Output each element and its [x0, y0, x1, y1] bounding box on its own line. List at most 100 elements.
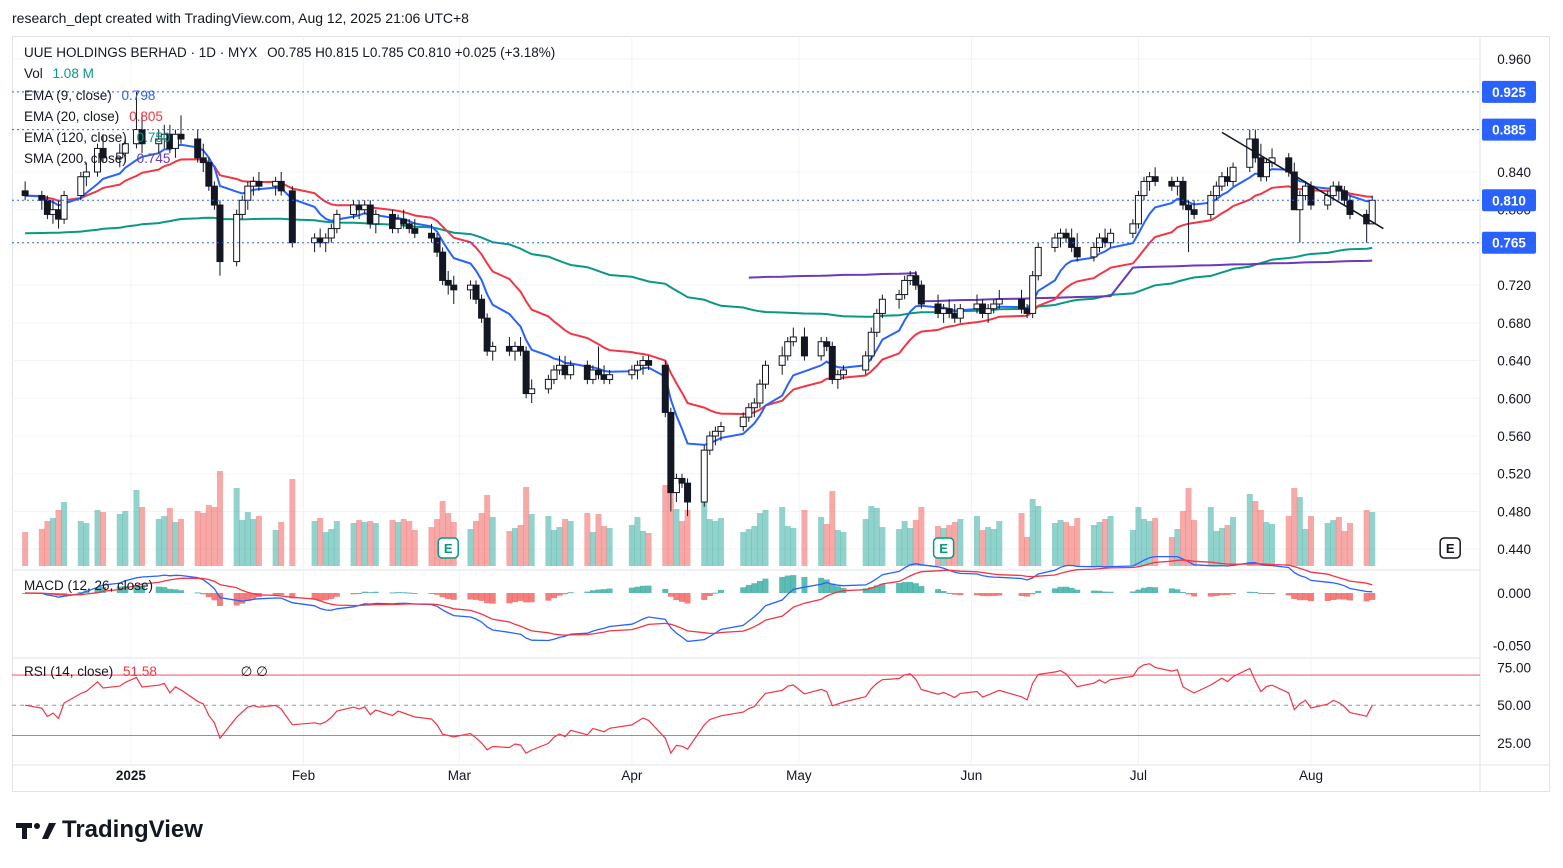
macd-histogram-bar [528, 593, 535, 603]
volume-bar [122, 511, 129, 566]
macd-histogram-bar [317, 593, 324, 601]
volume-bar [589, 532, 596, 566]
macd-histogram-bar [361, 591, 368, 593]
sma200-line [748, 259, 1373, 303]
time-tick-label: Feb [292, 768, 315, 783]
candle-up [1090, 246, 1098, 258]
volume-bar [756, 513, 763, 566]
macd-histogram-bar [122, 585, 129, 593]
macd-histogram-bar [667, 593, 674, 597]
volume-bar [400, 519, 407, 566]
macd-histogram-bar [478, 593, 485, 601]
macd-histogram-bar [1296, 593, 1303, 601]
brand-name: TradingView [62, 816, 203, 843]
volume-bar [907, 528, 914, 566]
volume-bar [77, 521, 84, 566]
volume-bar [1191, 520, 1198, 566]
candle-down [645, 360, 653, 366]
volume-bar [701, 482, 708, 566]
candle-down [411, 228, 419, 234]
volume-bar [411, 530, 418, 566]
macd-histogram-bar [1141, 587, 1148, 593]
candle-up [1034, 246, 1042, 277]
volume-bar [712, 521, 719, 566]
macd-histogram-bar [1346, 593, 1353, 601]
macd-histogram-bar [1341, 593, 1348, 600]
volume-bar [1024, 537, 1031, 566]
candle-up [544, 378, 552, 390]
macd-histogram-bar [511, 593, 518, 603]
macd-histogram-bar [990, 593, 997, 597]
volume-bar [1257, 510, 1264, 566]
macd-histogram-bar [1246, 591, 1253, 593]
macd-histogram-bar [589, 590, 596, 593]
macd-histogram-bar [601, 589, 608, 593]
candle-down [917, 284, 925, 305]
volume-bar [684, 510, 691, 566]
candle-up [550, 369, 558, 380]
legend-macd-row: MACD (12, 26, close) [24, 578, 153, 593]
macd-histogram-bar [233, 593, 240, 606]
macd-histogram-bar [873, 585, 880, 593]
volume-bar [1174, 529, 1181, 566]
level-tag [1482, 80, 1536, 103]
candle-up [784, 341, 792, 357]
macd-histogram-bar [996, 593, 1003, 596]
volume-bar [372, 523, 379, 566]
legend-vol-value: 1.08 M [52, 66, 94, 81]
volume-bar [779, 507, 786, 566]
candle-down [210, 185, 218, 206]
macd-histogram-bar [434, 593, 441, 595]
macd-histogram-bar [957, 593, 964, 596]
macd-histogram-bar [1218, 593, 1225, 596]
macd-histogram-bar [1369, 593, 1376, 600]
legend-ema20-row: EMA (20, close) 0.805 [24, 109, 163, 124]
volume-bar [751, 526, 758, 566]
candle-up [1296, 195, 1304, 211]
macd-histogram-bar [701, 593, 708, 600]
volume-bar [740, 532, 747, 566]
volume-bar [951, 522, 958, 566]
candle-down [912, 275, 920, 286]
macd-histogram-bar [172, 589, 179, 593]
volume-bar [873, 508, 880, 566]
candle-up [878, 298, 886, 314]
volume-bar [61, 502, 68, 566]
macd-histogram-bar [896, 582, 903, 593]
macd-histogram-bar [328, 593, 335, 599]
macd-histogram-bar [640, 585, 647, 593]
macd-tick-label: -0.050 [1493, 639, 1531, 654]
volume-bar [116, 514, 123, 566]
legend-volume-row: Vol 1.08 M [24, 66, 94, 81]
macd-histogram-bar [1257, 593, 1264, 594]
macd-histogram-bar [951, 593, 958, 595]
macd-histogram-bar [100, 586, 107, 593]
macd-histogram-bar [289, 593, 296, 599]
macd-histogram-bar [1051, 588, 1058, 593]
macd-histogram-bar [1096, 590, 1103, 593]
macd-histogram-bar [166, 588, 173, 593]
volume-bar [606, 528, 613, 566]
price-tick-label: 0.840 [1497, 165, 1531, 180]
volume-bar [289, 479, 296, 566]
macd-histogram-bar [907, 581, 914, 593]
macd-histogram-bar [940, 591, 947, 593]
price-tick-label: 0.720 [1497, 278, 1531, 293]
volume-bar [38, 529, 45, 566]
volume-bar [1296, 497, 1303, 566]
volume-bar [1269, 524, 1276, 566]
macd-histogram-bar [678, 593, 685, 602]
tradingview-brand[interactable]: TradingView [16, 816, 203, 844]
volume-bar [562, 519, 569, 566]
volume-bar [484, 495, 491, 566]
macd-histogram-bar [333, 593, 340, 597]
macd-histogram-bar [1213, 593, 1220, 597]
volume-bar [211, 507, 218, 566]
time-tick-label: Aug [1299, 768, 1323, 783]
volume-bar [628, 525, 635, 566]
candle-up [839, 369, 847, 376]
candle-up [995, 298, 1003, 305]
volume-bar [918, 507, 925, 566]
macd-histogram-bar [133, 585, 140, 593]
